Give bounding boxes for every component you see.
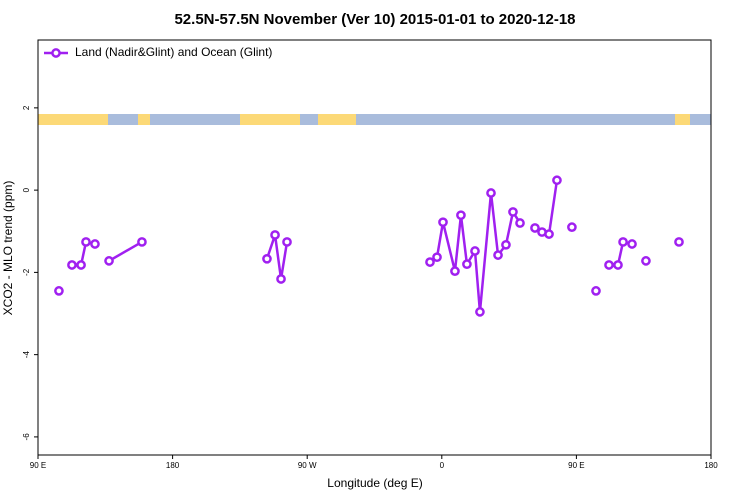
x-tick-label: 90 W	[298, 461, 317, 470]
data-point	[627, 239, 637, 249]
data-point	[470, 246, 480, 256]
data-point	[282, 237, 292, 247]
land-strip	[38, 114, 108, 125]
data-point	[438, 217, 448, 228]
data-point	[270, 230, 280, 240]
data-point	[515, 218, 525, 228]
data-point	[462, 259, 472, 270]
data-point	[486, 188, 496, 198]
x-tick-label: 180	[166, 461, 180, 470]
x-axis-label: Longitude (deg E)	[327, 476, 422, 490]
x-tick-label: 90 E	[568, 461, 584, 470]
land-strip	[675, 114, 690, 125]
land-ocean-strip	[38, 114, 711, 125]
data-point	[567, 222, 577, 232]
plot-frame	[37, 39, 712, 456]
data-point	[90, 239, 100, 249]
data-point	[137, 237, 147, 247]
data-point	[552, 175, 562, 186]
y-tick-label: -4	[22, 351, 31, 359]
data-point	[508, 207, 518, 217]
data-point	[674, 237, 684, 247]
data-point	[591, 286, 601, 296]
y-axis-label: XCO2 - MLO trend (ppm)	[1, 181, 15, 316]
x-tick-label: 90 E	[30, 461, 46, 470]
y-tick-label: 2	[22, 105, 31, 110]
x-tick-label: 0	[440, 461, 445, 470]
data-point	[54, 286, 64, 296]
data-point	[604, 260, 614, 270]
data-point	[475, 307, 485, 317]
data-point	[76, 260, 86, 270]
data-point	[425, 257, 435, 267]
y-tick-label: -2	[22, 268, 31, 276]
data-point	[641, 256, 651, 266]
series-line	[72, 180, 679, 312]
data-point	[104, 256, 114, 266]
data-point	[613, 260, 623, 270]
y-tick-label: -6	[22, 433, 31, 441]
data-point	[432, 252, 442, 263]
land-strip	[318, 114, 356, 125]
data-point	[544, 229, 554, 239]
data-point	[262, 253, 272, 264]
data-point	[530, 223, 540, 233]
land-strip	[138, 114, 150, 125]
land-strip	[240, 114, 300, 125]
ocean-strip	[38, 114, 711, 125]
chart-title: 52.5N-57.5N November (Ver 10) 2015-01-01…	[174, 11, 575, 28]
data-point	[501, 239, 511, 250]
x-tick-label: 180	[704, 461, 718, 470]
data-point	[276, 274, 286, 284]
y-tick-label: 0	[22, 187, 31, 192]
data-point	[81, 237, 91, 247]
legend-marker	[51, 48, 61, 58]
data-point	[67, 260, 77, 270]
data-point	[456, 210, 466, 221]
data-point	[493, 250, 503, 260]
data-point	[618, 237, 628, 247]
data-point	[450, 266, 460, 276]
legend-label: Land (Nadir&Glint) and Ocean (Glint)	[75, 45, 272, 59]
